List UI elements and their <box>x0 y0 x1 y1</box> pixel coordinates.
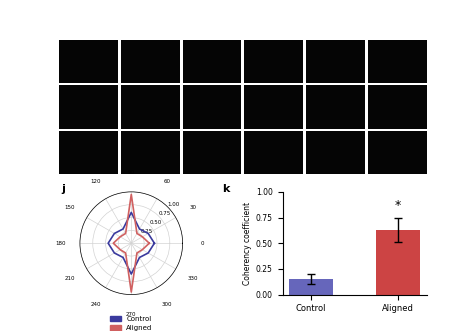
Bar <box>376 230 420 295</box>
Text: j: j <box>62 184 65 194</box>
Text: k: k <box>222 184 229 194</box>
Text: *: * <box>395 199 401 213</box>
Bar <box>289 279 333 295</box>
Y-axis label: Coherency coefficient: Coherency coefficient <box>243 202 252 285</box>
Legend: Control, Aligned: Control, Aligned <box>108 313 155 331</box>
